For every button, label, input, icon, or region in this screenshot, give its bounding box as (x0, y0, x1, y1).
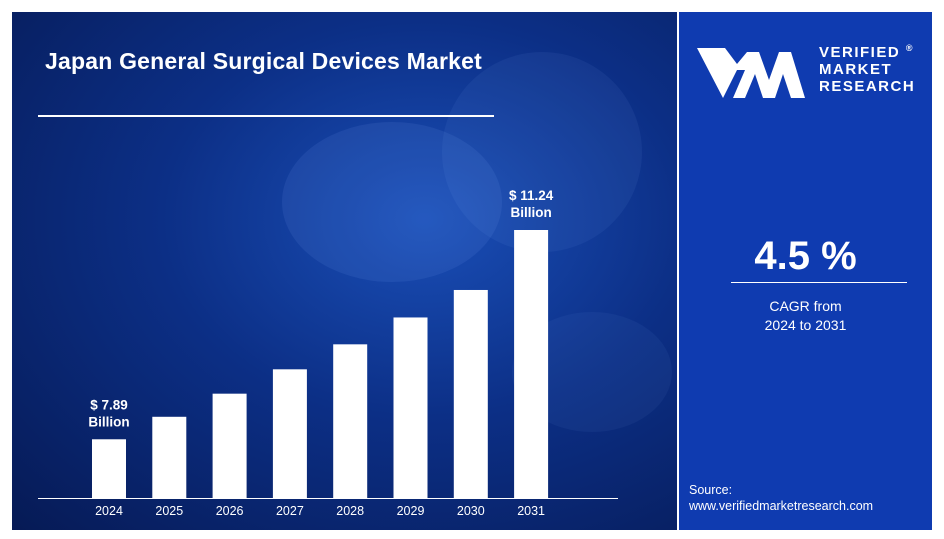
x-tick-label-2030: 2030 (457, 504, 485, 518)
brand-logo (697, 48, 805, 98)
x-tick-label-2031: 2031 (517, 504, 545, 518)
cagr-value: 4.5 % (754, 234, 857, 278)
bar-chart: 2024 2025 2026 2027 2028 2029 2030 2031 $ 7.89 Bi… (38, 188, 618, 518)
source-note: Source: www.verifiedmarketresearch.com (689, 482, 873, 514)
bar-2025 (152, 416, 187, 498)
background-glow (282, 122, 502, 282)
x-tick-label-2028: 2028 (336, 504, 364, 518)
data-label-value-2031: $ 11.24 (509, 188, 554, 203)
brand-line-research: RESEARCH (819, 78, 916, 95)
x-tick-label-2025: 2025 (155, 504, 183, 518)
infographic: Japan General Surgical Devices Market 20… (12, 12, 932, 530)
data-label-value-2024: $ 7.89 (90, 397, 128, 412)
bar-2028 (333, 344, 368, 498)
x-tick-label-2027: 2027 (276, 504, 304, 518)
bar-2029 (393, 317, 428, 498)
sidebar: VERIFIED ® MARKET RESEARCH 4.5 % CAGR fr… (679, 12, 932, 530)
data-label-unit-2024: Billion (88, 414, 129, 429)
brand-line-verified: VERIFIED (819, 44, 901, 61)
bar-2027 (272, 369, 307, 498)
bar-2026 (212, 393, 247, 498)
data-label-unit-2031: Billion (510, 205, 551, 220)
brand-wordmark: VERIFIED ® MARKET RESEARCH (819, 40, 915, 95)
cagr-divider (731, 282, 907, 283)
x-tick-label-2029: 2029 (397, 504, 425, 518)
chart-title: Japan General Surgical Devices Market (45, 48, 482, 74)
x-tick-label-2026: 2026 (216, 504, 244, 518)
cagr-label-line1: CAGR from (769, 298, 842, 314)
bar-2024 (92, 439, 126, 498)
title-underline (38, 115, 494, 117)
registered-mark: ® (905, 43, 914, 53)
brand-line-market: MARKET (819, 61, 893, 78)
bar-2030 (453, 289, 488, 498)
vmr-logo-icon (697, 48, 805, 98)
x-tick-label-2024: 2024 (95, 504, 123, 518)
background-glow (442, 52, 642, 252)
chart-panel: Japan General Surgical Devices Market 20… (12, 12, 677, 530)
source-label: Source: (689, 483, 733, 497)
cagr-label-line2: 2024 to 2031 (764, 317, 847, 333)
bar-2031 (514, 230, 549, 498)
source-url[interactable]: www.verifiedmarketresearch.com (689, 499, 874, 513)
cagr-label: CAGR from 2024 to 2031 (679, 297, 932, 335)
